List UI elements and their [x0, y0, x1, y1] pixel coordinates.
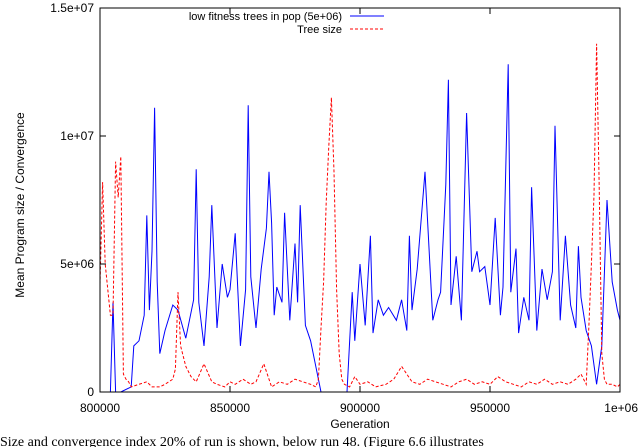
- x-tick-label: 800000: [80, 401, 120, 415]
- x-tick-label: 850000: [210, 401, 250, 415]
- y-tick-label: 0: [87, 385, 94, 399]
- x-tick-label: 1e+06: [604, 401, 638, 415]
- figure-caption: Size and convergence index 20% of run is…: [0, 436, 484, 447]
- legend-label-series-2: Tree size: [297, 24, 342, 36]
- series-line-1: [100, 64, 621, 393]
- y-axis-title: Mean Program size / Convergence: [13, 112, 27, 298]
- series-line-2: [99, 43, 621, 388]
- y-tick-label: 1e+07: [60, 129, 94, 143]
- legend-label-series-1: low fitness trees in pop (5e+06): [189, 11, 342, 23]
- x-axis: 800000 850000 900000 950000 1e+06: [80, 8, 638, 415]
- plot-area: [99, 43, 621, 393]
- x-axis-title: Generation: [330, 417, 389, 431]
- x-tick-label: 950000: [470, 401, 510, 415]
- y-axis: 0 5e+06 1e+07 1.5e+07: [50, 1, 620, 399]
- y-tick-label: 1.5e+07: [50, 1, 94, 15]
- chart: 800000 850000 900000 950000 1e+06 0 5e+06 1e+0…: [13, 1, 638, 431]
- y-tick-label: 5e+06: [60, 257, 94, 271]
- x-tick-label: 900000: [340, 401, 380, 415]
- plot-frame: [99, 7, 621, 393]
- legend: low fitness trees in pop (5e+06) Tree si…: [189, 11, 384, 36]
